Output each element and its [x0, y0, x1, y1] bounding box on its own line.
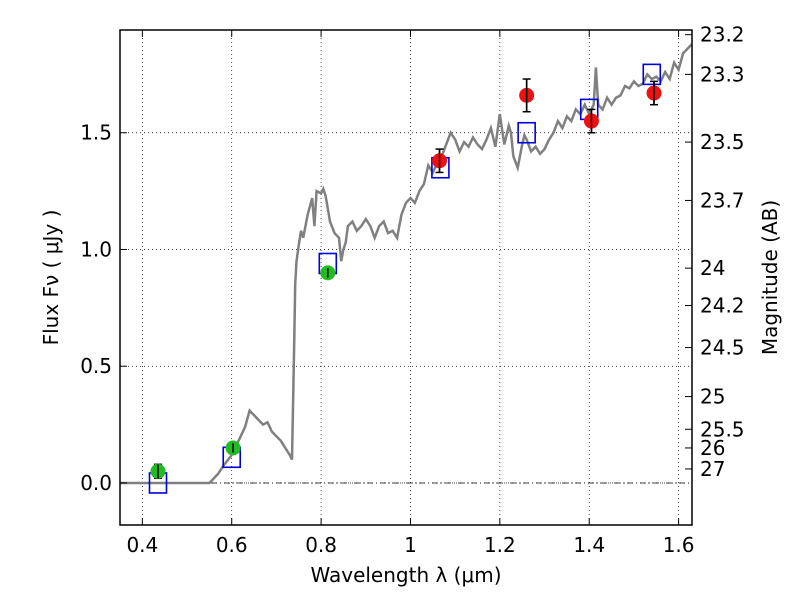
model-photometry-square: [642, 63, 662, 86]
y-right-tick-label: 26: [700, 436, 725, 460]
x-tick-label: 0.8: [305, 533, 337, 557]
y-tick-label: 1.0: [80, 237, 112, 261]
y-tick-label: 0.5: [80, 354, 112, 378]
x-tick-label: 1.2: [484, 533, 516, 557]
y-right-tick-label: 24.5: [700, 336, 745, 360]
x-tick-label: 1.6: [663, 533, 695, 557]
x-tick-label: 1: [404, 533, 417, 557]
ticks: 0.4 0.6 0.8 1 1.2 1.4 1.6 0.0 0.5 1.0 1.5 23.2 23.3 2…: [80, 23, 744, 557]
y-axis-right-label: Magnitude (AB): [758, 200, 782, 355]
y-tick-label: 0.0: [80, 471, 112, 495]
model-spectrum-line: [120, 43, 692, 485]
y-right-tick-label: 27: [700, 457, 725, 481]
y-right-tick-label: 24.2: [700, 294, 745, 318]
y-right-tick-label: 23.5: [700, 130, 745, 154]
y-right-tick-label: 25: [700, 385, 725, 409]
x-tick-label: 0.4: [126, 533, 158, 557]
y-right-tick-label: 23.3: [700, 62, 745, 86]
plot-area: [120, 43, 692, 494]
y-tick-label: 1.5: [80, 121, 112, 145]
model-photometry-square: [517, 121, 536, 144]
grid: [120, 30, 692, 525]
x-axis-label: Wavelength λ (μm): [310, 563, 501, 587]
y-right-tick-label: 23.2: [700, 23, 745, 47]
y-right-tick-label: 24: [700, 256, 725, 280]
y-right-tick-label: 25.5: [700, 417, 745, 441]
y-right-tick-label: 23.7: [700, 188, 745, 212]
plot-frame: [119, 29, 693, 526]
x-tick-label: 1.4: [573, 533, 605, 557]
y-axis-label: Flux Fν ( μJy ): [39, 210, 63, 346]
x-tick-label: 0.6: [216, 533, 248, 557]
